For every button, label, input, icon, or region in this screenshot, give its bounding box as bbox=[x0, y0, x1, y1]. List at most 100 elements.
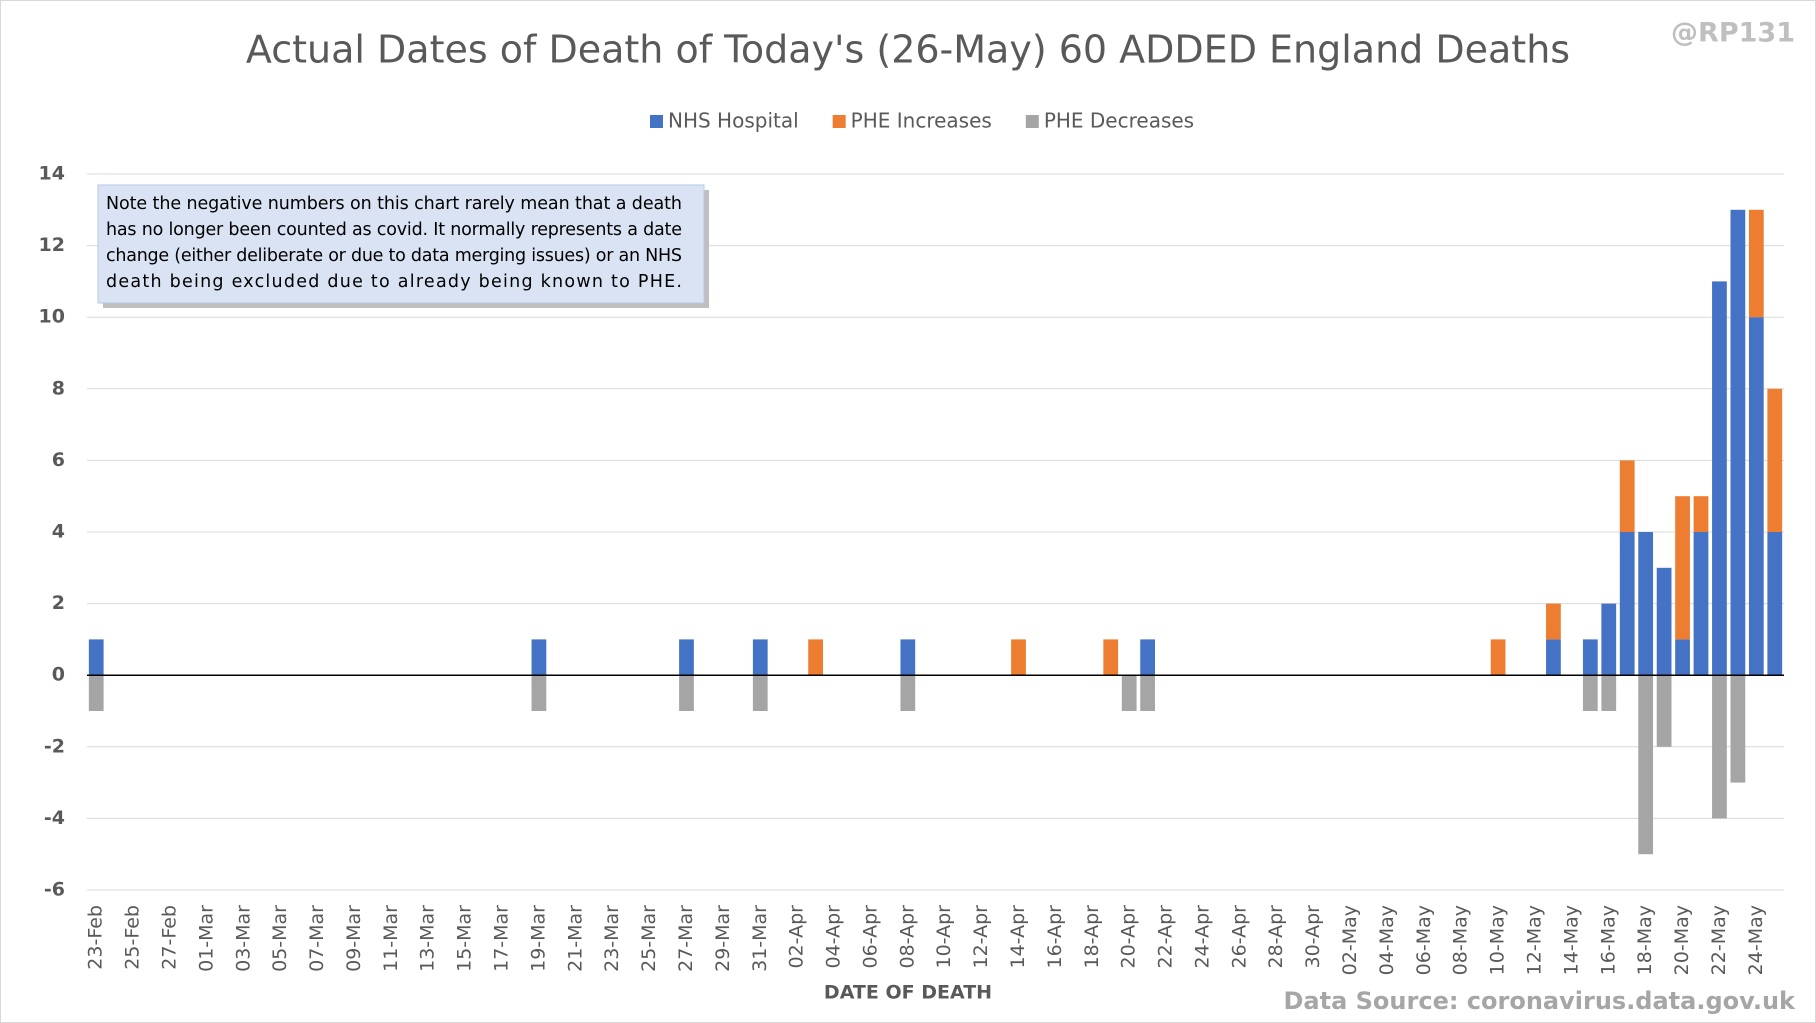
note-box bbox=[97, 184, 705, 304]
source: Data Source: coronavirus.data.gov.uk bbox=[1284, 987, 1797, 1015]
bar bbox=[752, 639, 768, 676]
y-tick-label: 0 bbox=[52, 664, 65, 686]
x-tick-label: 22-May bbox=[1708, 905, 1730, 975]
x-tick-label: 25-Feb bbox=[122, 905, 144, 970]
bar bbox=[752, 675, 768, 711]
bar bbox=[1582, 675, 1598, 711]
x-tick-label: 13-Mar bbox=[417, 905, 439, 972]
bar bbox=[531, 675, 547, 711]
bar bbox=[808, 639, 823, 676]
x-tick-label: 27-Mar bbox=[675, 905, 697, 972]
x-tick-label: 12-May bbox=[1523, 905, 1545, 975]
note-text: change (either deliberate or due to data… bbox=[106, 246, 682, 266]
legend-swatch bbox=[1025, 115, 1039, 128]
bar bbox=[1546, 639, 1561, 676]
x-tick-label: 02-Apr bbox=[786, 905, 808, 969]
bar bbox=[1140, 675, 1156, 711]
x-tick-label: 30-Apr bbox=[1302, 905, 1324, 969]
y-tick-label: 6 bbox=[52, 449, 65, 471]
legend-label: PHE Increases bbox=[851, 109, 992, 133]
x-tick-label: 23-Mar bbox=[601, 905, 623, 972]
x-tick-label: 17-Mar bbox=[491, 905, 513, 972]
y-tick-label: 8 bbox=[52, 377, 65, 399]
bar bbox=[1490, 639, 1506, 676]
y-tick-label: 10 bbox=[39, 306, 65, 328]
x-tick-label: 02-May bbox=[1339, 905, 1361, 975]
x-tick-label: 18-May bbox=[1634, 905, 1656, 975]
bar bbox=[1712, 675, 1727, 819]
bar bbox=[679, 639, 694, 676]
x-tick-label: 20-May bbox=[1671, 905, 1693, 975]
y-tick-label: -4 bbox=[44, 807, 65, 829]
x-tick-label: 06-May bbox=[1413, 905, 1435, 975]
x-tick-label: 24-Apr bbox=[1191, 905, 1213, 969]
x-tick-label: 14-May bbox=[1560, 905, 1582, 975]
bar bbox=[1767, 532, 1783, 676]
bar bbox=[1601, 675, 1617, 711]
x-tick-label: 22-Apr bbox=[1155, 905, 1177, 969]
x-tick-label: 24-May bbox=[1745, 905, 1767, 975]
bar bbox=[679, 675, 694, 711]
legend-swatch bbox=[832, 115, 846, 128]
x-tick-label: 11-Mar bbox=[380, 905, 402, 972]
x-tick-label: 31-Mar bbox=[749, 905, 771, 972]
legend-label: PHE Decreases bbox=[1044, 109, 1194, 133]
y-tick-label: 12 bbox=[39, 234, 65, 256]
bar bbox=[88, 639, 104, 676]
y-tick-label: -6 bbox=[44, 879, 65, 901]
bar bbox=[1011, 639, 1026, 676]
x-tick-label: 15-Mar bbox=[454, 905, 476, 972]
bar bbox=[1693, 532, 1709, 676]
x-tick-label: 29-Mar bbox=[712, 905, 734, 972]
bar bbox=[1121, 675, 1137, 711]
x-tick-label: 06-Apr bbox=[859, 905, 881, 969]
y-tick-label: 4 bbox=[52, 521, 65, 543]
x-tick-label: 16-Apr bbox=[1044, 905, 1066, 969]
x-axis-title: DATE OF DEATH bbox=[824, 982, 992, 1004]
x-tick-label: 08-Apr bbox=[896, 905, 918, 969]
x-tick-label: 08-May bbox=[1450, 905, 1472, 975]
x-tick-label: 10-Apr bbox=[933, 905, 955, 969]
x-tick-label: 12-Apr bbox=[970, 905, 992, 969]
bar bbox=[1619, 532, 1635, 676]
watermark: @RP131 bbox=[1671, 18, 1795, 49]
bar bbox=[1601, 603, 1617, 676]
bar bbox=[1730, 675, 1746, 783]
bar bbox=[1693, 496, 1709, 532]
bar bbox=[1103, 639, 1119, 676]
bar bbox=[1619, 460, 1635, 532]
bar bbox=[1582, 639, 1598, 676]
bar bbox=[1546, 603, 1561, 640]
bar bbox=[1730, 209, 1746, 676]
bar bbox=[1638, 532, 1654, 676]
x-tick-label: 28-Apr bbox=[1265, 905, 1287, 969]
chart-title: Actual Dates of Death of Today's (26-May… bbox=[246, 28, 1570, 72]
bar bbox=[1656, 675, 1672, 747]
bar bbox=[1638, 675, 1654, 855]
y-tick-label: 2 bbox=[52, 592, 65, 614]
x-tick-label: 04-Apr bbox=[823, 905, 845, 969]
bar bbox=[531, 639, 547, 676]
x-tick-label: 27-Feb bbox=[159, 905, 181, 970]
x-tick-label: 04-May bbox=[1376, 905, 1398, 975]
x-tick-label: 16-May bbox=[1597, 905, 1619, 975]
y-tick-label: -2 bbox=[44, 735, 65, 757]
y-tick-label: 14 bbox=[39, 163, 65, 185]
legend-label: NHS Hospital bbox=[668, 109, 799, 133]
bar bbox=[1748, 209, 1764, 318]
bar bbox=[88, 675, 104, 711]
x-tick-label: 18-Apr bbox=[1081, 905, 1103, 969]
x-tick-label: 23-Feb bbox=[85, 905, 107, 970]
x-tick-label: 14-Apr bbox=[1007, 905, 1029, 969]
x-tick-label: 05-Mar bbox=[269, 905, 291, 972]
bar bbox=[1767, 388, 1783, 532]
note-text: Note the negative numbers on this chart … bbox=[106, 194, 682, 214]
bar bbox=[1140, 639, 1156, 676]
x-tick-label: 10-May bbox=[1487, 905, 1509, 975]
x-tick-label: 03-Mar bbox=[232, 905, 254, 972]
x-tick-label: 19-Mar bbox=[527, 905, 549, 972]
x-tick-label: 26-Apr bbox=[1228, 905, 1250, 969]
x-tick-label: 07-Mar bbox=[306, 905, 328, 972]
note-text: death being excluded due to already bein… bbox=[106, 272, 682, 292]
